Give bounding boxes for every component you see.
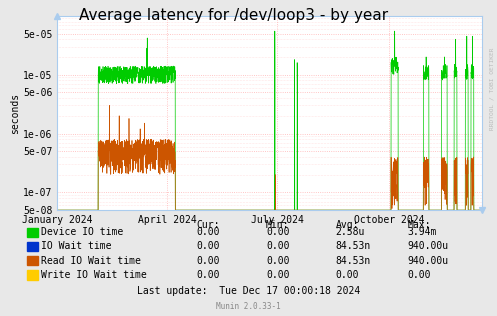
Text: 0.00: 0.00 [266,270,289,280]
Y-axis label: seconds: seconds [10,92,20,134]
Text: Read IO Wait time: Read IO Wait time [41,256,141,266]
Text: 0.00: 0.00 [196,241,220,252]
Text: IO Wait time: IO Wait time [41,241,111,252]
Text: 0.00: 0.00 [335,270,359,280]
Text: Device IO time: Device IO time [41,227,123,237]
Text: 0.00: 0.00 [266,241,289,252]
Text: 0.00: 0.00 [266,256,289,266]
Text: 0.00: 0.00 [196,256,220,266]
Text: 2.58u: 2.58u [335,227,365,237]
Text: Last update:  Tue Dec 17 00:00:18 2024: Last update: Tue Dec 17 00:00:18 2024 [137,286,360,296]
Text: 0.00: 0.00 [196,270,220,280]
Text: RRDTOOL / TOBI OETIKER: RRDTOOL / TOBI OETIKER [490,47,495,130]
Text: 0.00: 0.00 [408,270,431,280]
Text: Munin 2.0.33-1: Munin 2.0.33-1 [216,302,281,311]
Text: 3.94m: 3.94m [408,227,437,237]
Text: 84.53n: 84.53n [335,241,371,252]
Text: Avg:: Avg: [335,220,359,230]
Text: Cur:: Cur: [196,220,220,230]
Text: 0.00: 0.00 [266,227,289,237]
Text: Write IO Wait time: Write IO Wait time [41,270,147,280]
Text: Max:: Max: [408,220,431,230]
Text: Min:: Min: [266,220,289,230]
Text: 84.53n: 84.53n [335,256,371,266]
Text: Average latency for /dev/loop3 - by year: Average latency for /dev/loop3 - by year [79,8,388,23]
Text: 940.00u: 940.00u [408,256,449,266]
Text: 940.00u: 940.00u [408,241,449,252]
Text: 0.00: 0.00 [196,227,220,237]
